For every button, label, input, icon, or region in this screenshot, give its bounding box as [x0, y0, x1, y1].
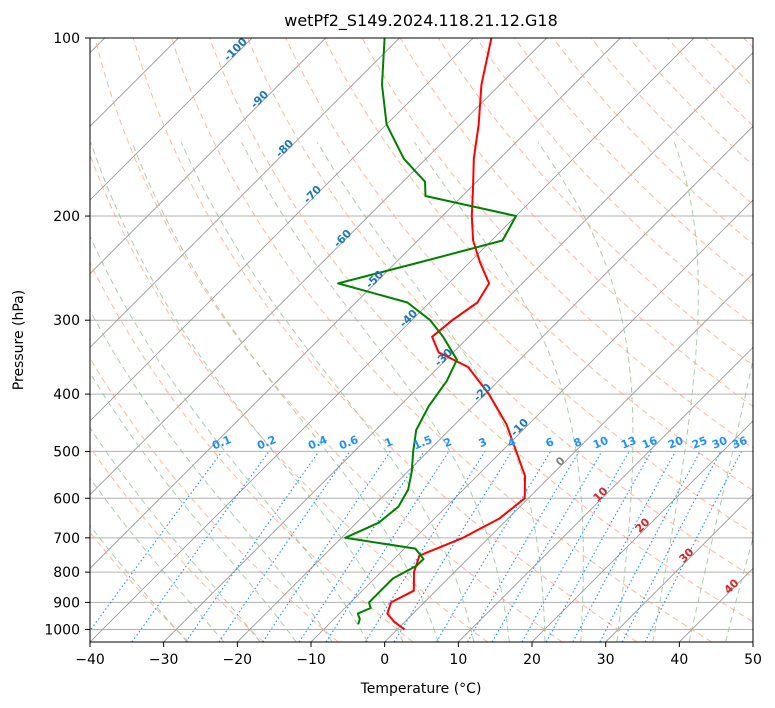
mixing-ratio-line: [262, 451, 391, 642]
moist-adiabat-line: [90, 371, 297, 642]
x-axis-label: Temperature (°C): [360, 681, 482, 697]
x-tick-label: 40: [670, 652, 688, 668]
x-tick-label: 0: [380, 652, 389, 668]
mixing-ratio-label: 20: [666, 434, 685, 452]
moist-adiabat-line: [90, 477, 225, 642]
y-tick-label: 200: [53, 209, 80, 225]
x-tick-label: 20: [523, 652, 541, 668]
chart-title: wetPf2_S149.2024.118.21.12.G18: [284, 11, 558, 31]
moist-adiabat-line: [180, 141, 475, 642]
y-tick-label: 1000: [44, 622, 80, 638]
dry-adiabat-line: [170, 38, 712, 642]
moist-adiabat-line: [688, 357, 753, 642]
isotherm-line: [605, 494, 753, 642]
mixing-ratio-label: 2: [442, 435, 454, 450]
x-tick-label: 10: [449, 652, 467, 668]
mixing-ratio-label: 25: [690, 434, 709, 452]
dry-adiabat-line: [476, 38, 753, 326]
mixing-ratio-line: [90, 451, 223, 632]
mixing-ratio-line: [644, 451, 742, 642]
moist-adiabat-line: [537, 141, 634, 642]
x-tick-label: −10: [296, 652, 326, 668]
mixing-ratio-line: [185, 451, 320, 642]
isotherm-line: [163, 52, 753, 642]
y-tick-label: 900: [53, 595, 80, 611]
mixing-ratio-line: [393, 451, 513, 642]
axes: −40 −30 −20 −10 0 10 20 30 40 50 100 200 300 400 500 60…: [44, 31, 762, 668]
mixing-ratio-line: [572, 451, 676, 642]
mixing-ratio-line: [621, 451, 722, 642]
data-profiles: [337, 38, 526, 631]
x-tick-label: −20: [223, 652, 253, 668]
dewpoint-profile-line: [337, 38, 517, 625]
isotherm-line: [458, 346, 753, 642]
moist-adiabat-line: [90, 142, 404, 642]
mixing-ratio-label: 36: [730, 434, 749, 452]
mixing-ratio-label: 30: [710, 434, 729, 452]
mixing-ratio-line: [521, 451, 630, 642]
x-tick-label: 50: [744, 652, 762, 668]
isotherm-line: [384, 273, 753, 642]
dry-adiabat-line: [132, 38, 638, 642]
background-lines: [90, 38, 753, 642]
y-tick-label: 600: [53, 491, 80, 507]
isotherm-line: [90, 38, 326, 275]
moist-adiabat-line: [316, 141, 546, 642]
mixing-ratio-label: 3: [477, 435, 489, 450]
moist-adiabat-line: [90, 524, 188, 642]
dry-adiabat-line: [94, 38, 563, 642]
moist-adiabat-line: [413, 141, 584, 642]
y-tick-label: 400: [53, 387, 80, 403]
isotherm-line: [90, 38, 400, 348]
dry-adiabat-line: [90, 357, 339, 642]
isotherm-line: [531, 420, 753, 642]
x-tick-label: −30: [149, 652, 179, 668]
moist-adiabat-line: [725, 536, 753, 642]
mixing-ratio-line: [545, 451, 652, 642]
dry-adiabat-line: [90, 446, 264, 642]
x-tick-label: −40: [75, 652, 105, 668]
mixing-ratio-label: 10: [591, 434, 610, 452]
mixing-ratio-label: 1: [383, 435, 395, 450]
moist-adiabat-line: [90, 427, 261, 642]
isotherm-line: [90, 38, 474, 422]
moist-adiabat-line: [241, 141, 510, 642]
dry-adiabat-line: [90, 261, 414, 642]
isotherm-line: [237, 125, 753, 642]
mixing-ratio-label: 16: [640, 434, 659, 452]
mixing-ratio-label: 13: [619, 434, 638, 452]
mixing-ratio-label: 8: [572, 435, 584, 450]
moist-adiabat-line: [652, 142, 699, 642]
mixing-ratio-line: [298, 451, 425, 642]
plot-frame: [89, 37, 754, 643]
x-tick-label: 30: [597, 652, 615, 668]
isotherm-line: [90, 38, 695, 642]
isotherm-line: [90, 38, 621, 569]
y-tick-label: 100: [53, 31, 80, 47]
y-tick-label: 500: [53, 444, 80, 460]
y-axis-label: Pressure (hPa): [11, 290, 27, 390]
y-tick-label: 700: [53, 531, 80, 547]
dry-adiabat-line: [247, 38, 753, 578]
moist-adiabat-line: [131, 142, 439, 642]
mixing-ratio-line: [218, 451, 351, 642]
isotherm-line: [90, 38, 547, 496]
y-tick-label: 800: [53, 565, 80, 581]
temperature-profile-line: [386, 38, 526, 631]
moist-adiabat-line: [90, 309, 333, 642]
dry-adiabat-line: [285, 38, 753, 535]
mixing-ratio-line: [325, 451, 450, 642]
dry-adiabat-line: [323, 38, 753, 492]
isotherm-line: [90, 38, 253, 201]
dry-adiabat-line: [209, 38, 753, 623]
y-tick-label: 300: [53, 313, 80, 329]
mixing-ratio-line: [131, 451, 270, 642]
dry-adiabat-line: [514, 38, 753, 285]
